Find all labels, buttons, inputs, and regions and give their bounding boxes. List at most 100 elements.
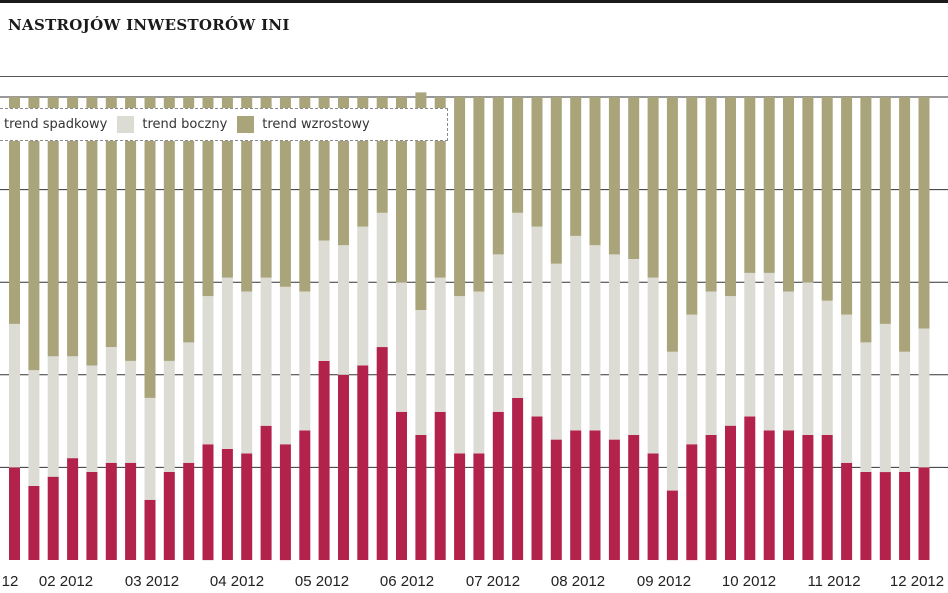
bar-down-22 — [434, 411, 446, 560]
legend-swatch-up — [237, 116, 255, 133]
bar-up-16 — [318, 97, 330, 241]
bar-up-12 — [241, 97, 253, 292]
bar-down-29 — [570, 430, 582, 560]
bar-down-26 — [512, 398, 524, 560]
bar-side-5 — [105, 347, 117, 463]
bar-side-7 — [144, 397, 156, 500]
bar-down-7 — [144, 499, 156, 560]
bar-side-45 — [879, 323, 891, 473]
bar-side-34 — [666, 351, 678, 491]
bar-down-42 — [821, 435, 833, 560]
bar-down-28 — [550, 439, 562, 560]
bar-up-6 — [125, 97, 137, 361]
bar-up-3 — [67, 97, 79, 357]
bar-side-40 — [783, 291, 794, 431]
bar-side-32 — [628, 259, 640, 435]
legend-item-side: trend boczny — [117, 116, 227, 133]
bar-side-35 — [686, 314, 698, 445]
x-tick-label-7: 08 2012 — [551, 573, 605, 590]
chart-title: NASTROJÓW INWESTORÓW INI — [8, 16, 290, 34]
bar-down-12 — [241, 453, 253, 560]
bar-down-23 — [454, 453, 466, 560]
bar-up-32 — [628, 97, 640, 259]
bar-up-13 — [260, 97, 272, 278]
bar-down-35 — [686, 444, 698, 561]
bar-side-46 — [899, 351, 911, 472]
bar-down-17 — [338, 374, 349, 560]
legend-label-up: trend wzrostowy — [262, 117, 370, 132]
bar-down-3 — [67, 458, 79, 560]
x-tick-label-8: 09 2012 — [637, 573, 691, 590]
bar-side-38 — [744, 272, 756, 417]
bar-down-13 — [260, 425, 272, 560]
bar-down-45 — [879, 472, 891, 560]
bar-up-44 — [860, 97, 872, 343]
bar-side-37 — [725, 296, 736, 426]
bar-side-25 — [492, 254, 504, 412]
bar-side-0 — [9, 323, 20, 468]
bar-side-3 — [67, 356, 79, 459]
bar-side-14 — [279, 286, 291, 445]
bar-down-4 — [86, 472, 98, 560]
bar-side-6 — [125, 360, 137, 463]
bar-side-22 — [434, 277, 446, 412]
bar-down-6 — [125, 462, 137, 560]
bar-up-5 — [105, 97, 117, 347]
legend-label-side: trend boczny — [142, 117, 228, 132]
bar-up-26 — [512, 97, 524, 213]
top-rule — [0, 0, 948, 3]
bar-side-19 — [376, 212, 388, 348]
x-tick-label-1: 02 2012 — [39, 573, 93, 590]
bar-up-42 — [821, 97, 833, 301]
bar-up-40 — [783, 97, 794, 292]
bar-up-30 — [589, 97, 601, 246]
bar-side-30 — [589, 245, 601, 431]
bar-down-38 — [744, 416, 756, 560]
bar-side-47 — [918, 328, 930, 468]
bar-side-24 — [473, 291, 485, 454]
bar-up-43 — [841, 97, 853, 315]
bar-down-15 — [299, 430, 311, 560]
bar-side-26 — [512, 212, 524, 398]
bar-up-17 — [338, 97, 349, 246]
bar-down-37 — [725, 425, 736, 560]
bar-up-29 — [570, 97, 582, 236]
bar-up-34 — [666, 97, 678, 352]
bar-down-19 — [376, 347, 388, 560]
x-tick-label-2: 03 2012 — [125, 573, 179, 590]
bar-up-33 — [647, 97, 659, 278]
bar-down-27 — [531, 416, 543, 560]
bar-down-24 — [473, 453, 485, 560]
bar-down-34 — [666, 490, 678, 561]
bar-side-28 — [550, 263, 562, 440]
bar-up-28 — [550, 97, 562, 264]
bar-up-14 — [279, 97, 291, 287]
bar-up-0 — [9, 97, 20, 324]
bar-side-20 — [396, 282, 407, 412]
bar-up-45 — [879, 97, 891, 324]
bar-side-12 — [241, 291, 253, 454]
title-rule — [0, 76, 948, 77]
x-tick-label-4: 05 2012 — [295, 573, 349, 590]
bar-down-39 — [763, 430, 775, 560]
bar-side-31 — [608, 254, 620, 440]
bar-side-18 — [357, 226, 369, 366]
x-tick-label-0: 12 — [2, 573, 19, 590]
bar-side-1 — [28, 370, 40, 486]
bar-side-42 — [821, 300, 833, 435]
bar-side-39 — [763, 272, 775, 431]
bar-down-1 — [28, 485, 40, 560]
bar-side-36 — [705, 291, 717, 435]
bar-up-19 — [376, 97, 388, 213]
bar-up-8 — [163, 97, 175, 361]
bar-down-47 — [918, 467, 930, 560]
bar-down-40 — [783, 430, 794, 560]
x-tick-label-6: 07 2012 — [466, 573, 520, 590]
bar-side-21 — [415, 310, 427, 435]
legend-item-up: trend wzrostowy — [237, 116, 370, 133]
bar-down-31 — [608, 439, 620, 560]
bar-side-2 — [47, 356, 59, 477]
bar-side-15 — [299, 291, 311, 431]
chart-legend: trend spadkowy trend boczny trend wzrost… — [0, 108, 448, 141]
